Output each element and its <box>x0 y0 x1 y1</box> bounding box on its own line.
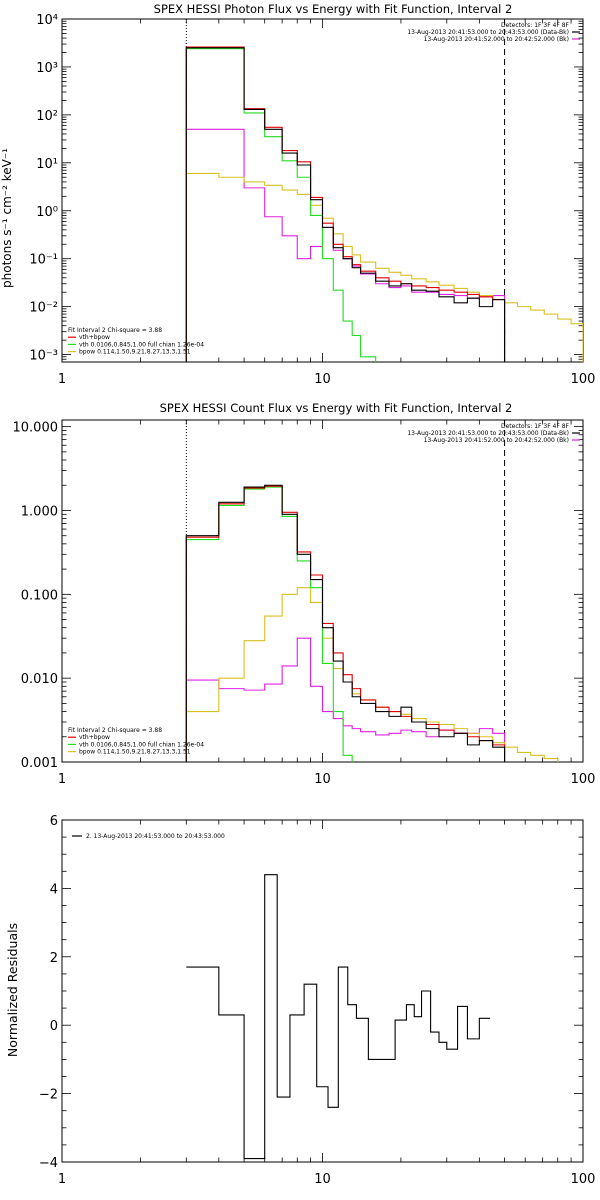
y-axis-label: photons s⁻¹ cm⁻² keV⁻¹ <box>0 148 14 288</box>
x-tick-label: 10 <box>314 372 331 387</box>
legend-text: bpow 0.114,1.50,9.21,8.27,13.3,1.51 <box>79 749 191 756</box>
series-vth <box>185 48 377 362</box>
y-tick-label: 1.000 <box>21 504 58 519</box>
legend-text: Detectors: 1F 3F 4F 8F <box>501 22 570 29</box>
y-tick-label: −2 <box>39 1088 58 1103</box>
panel-photon-flux: SPEX HESSI Photon Flux vs Energy with Fi… <box>0 2 595 387</box>
y-tick-label: 4 <box>50 882 58 897</box>
plot-frame <box>61 819 584 1163</box>
series-bpow <box>185 587 559 762</box>
legend-text: vth+bpow <box>79 734 110 741</box>
y-tick-label: 0.001 <box>21 756 58 771</box>
panel-count-flux: SPEX HESSI Count Flux vs Energy with Fit… <box>13 401 596 787</box>
panel-residuals: Normalized Residuals 1 10 100 −4 −2 0 2 4 6 2. 13… <box>5 814 595 1187</box>
legend-text: bpow 0.114,1.50,9.21,8.27,13.3,1.51 <box>79 349 191 356</box>
legend-text: vth 0.0106,0.845,1.00 full chian 1.26e-0… <box>79 341 204 348</box>
y-tick-label: 10⁻¹ <box>29 253 58 268</box>
series-data <box>185 47 506 362</box>
y-tick-label: 10⁻² <box>29 301 58 316</box>
legend-text: Fit Interval 2 Chi-square = 3.88 <box>68 727 162 734</box>
y-axis-label: Normalized Residuals <box>5 923 20 1057</box>
y-tick-label: 10⁴ <box>36 13 58 28</box>
series-vth <box>185 486 353 762</box>
y-tick-label: 6 <box>50 814 58 829</box>
legend-text: Detectors: 1F 3F 4F 8F <box>501 423 570 430</box>
series-bk <box>185 637 506 762</box>
y-tick-label: 10.000 <box>13 421 59 436</box>
series-total <box>185 485 506 762</box>
legend-text: Fit Interval 2 Chi-square = 3.88 <box>68 327 162 334</box>
y-tick-label: 10⁻³ <box>29 349 58 364</box>
legend-text: 13-Aug-2013 20:41:53.000 to 20:43:53.000… <box>407 430 569 437</box>
x-tick-label: 1 <box>58 1172 66 1187</box>
legend-text: 2. 13-Aug-2013 20:41:53.000 to 20:43:53.… <box>86 833 225 840</box>
chart-title: SPEX HESSI Photon Flux vs Energy with Fi… <box>154 2 513 16</box>
y-tick-label: 0 <box>50 1019 58 1034</box>
x-tick-label: 1 <box>58 372 66 387</box>
y-tick-label: 10³ <box>36 61 58 76</box>
y-tick-label: 10¹ <box>36 157 58 172</box>
y-tick-label: 0.010 <box>21 672 58 687</box>
legend-text: 13-Aug-2013 20:41:52.000 to 20:42:52.000… <box>424 36 569 43</box>
x-tick-label: 10 <box>314 772 331 787</box>
x-tick-label: 10 <box>314 1172 331 1187</box>
chart-title: SPEX HESSI Count Flux vs Energy with Fit… <box>160 401 513 415</box>
legend-text: vth 0.0106,0.845,1.00 full chian 1.26e-0… <box>79 741 204 748</box>
x-tick-label: 100 <box>571 1172 596 1187</box>
y-tick-label: 0.100 <box>21 588 58 603</box>
y-tick-label: 10² <box>36 109 58 124</box>
y-tick-label: 2 <box>50 951 58 966</box>
series-bpow <box>185 172 583 362</box>
legend-text: 13-Aug-2013 20:41:53.000 to 20:43:53.000… <box>407 29 569 36</box>
legend-text: 13-Aug-2013 20:41:52.000 to 20:42:52.000… <box>424 437 569 444</box>
y-tick-label: 10⁰ <box>36 205 58 220</box>
legend-text: vth+bpow <box>79 334 110 341</box>
x-tick-label: 100 <box>571 372 596 387</box>
x-tick-label: 100 <box>571 772 596 787</box>
series-total <box>185 46 506 362</box>
series-bk <box>185 128 506 362</box>
y-tick-label: −4 <box>39 1156 58 1171</box>
series-data <box>186 874 491 1160</box>
series-data <box>185 484 506 762</box>
x-tick-label: 1 <box>58 772 66 787</box>
